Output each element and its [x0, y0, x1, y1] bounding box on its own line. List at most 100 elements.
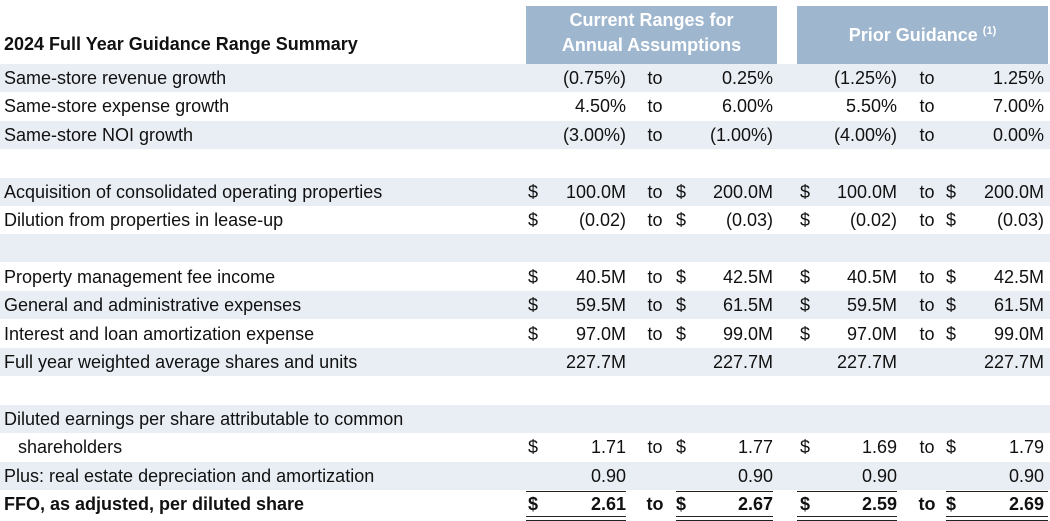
current-high-dollar: $ [676, 323, 687, 344]
prior-guidance-footnote: (1) [982, 25, 997, 37]
row-label: Diluted earnings per share attributable … [4, 408, 404, 429]
current-low-value: 2.61 [590, 494, 626, 514]
table-row: Property management fee income $40.5M to $4… [0, 263, 1050, 291]
prior-low-value: (4.00%) [833, 124, 897, 145]
table-row: Dilution from properties in lease-up $ (0.… [0, 206, 1050, 234]
table-row: Same-store revenue growth (0.75%) to 0.25% (… [0, 64, 1050, 92]
total-double-rule [946, 516, 1048, 521]
table-row: General and administrative expenses $59.5… [0, 291, 1050, 320]
subtotal-rule [797, 491, 897, 492]
current-low-dollar: $ [528, 266, 539, 287]
prior-low-dollar: $ [800, 323, 811, 344]
row-label: Plus: real estate depreciation and amort… [4, 465, 375, 486]
row-label: Acquisition of consolidated operating pr… [4, 181, 383, 202]
prior-low-dollar: $ [800, 494, 811, 514]
current-to: to [647, 181, 663, 202]
prior-high-value: 0.90 [1008, 465, 1044, 486]
prior-low-value: 1.69 [861, 437, 897, 458]
current-to: to [647, 96, 663, 117]
prior-low-value: 0.90 [861, 465, 897, 486]
prior-low-value: 40.5M [846, 266, 897, 287]
current-high-value: 2.67 [737, 494, 773, 514]
row-label: Interest and loan amortization expense [4, 323, 315, 344]
current-high-value: 99.0M [722, 323, 773, 344]
table-row: Same-store NOI growth (3.00%) to (1.00%) (4.… [0, 120, 1050, 149]
prior-high-value: 99.0M [993, 323, 1044, 344]
prior-high-value: 42.5M [993, 266, 1044, 287]
current-low-dollar: $ [528, 323, 539, 344]
current-low-value: 97.0M [575, 323, 626, 344]
prior-low-dollar: $ [800, 266, 811, 287]
current-low-value: (3.00%) [562, 124, 626, 145]
row-label: General and administrative expenses [4, 295, 302, 316]
row-label: Full year weighted average shares and un… [4, 352, 358, 372]
page-title: 2024 Full Year Guidance Range Summary [4, 34, 358, 54]
prior-high-dollar: $ [946, 210, 957, 230]
subtotal-rule [526, 491, 626, 492]
row-label: Same-store expense growth [4, 96, 230, 117]
prior-to: to [919, 124, 935, 145]
current-low-dollar: $ [528, 437, 539, 458]
current-high-dollar: $ [676, 437, 687, 458]
current-to: to [647, 295, 663, 316]
prior-high-dollar: $ [946, 181, 957, 202]
row-label: Dilution from properties in lease-up [4, 210, 284, 230]
current-high-value: 227.7M [712, 352, 773, 372]
current-high-value: 6.00% [721, 96, 773, 117]
prior-guidance-label: Prior Guidance [848, 25, 978, 45]
table-row: Diluted earnings per share attributable … [0, 404, 1050, 433]
current-high-dollar: $ [676, 295, 687, 316]
prior-to: to [919, 323, 935, 344]
prior-low-dollar: $ [800, 295, 811, 316]
current-high-value: (1.00%) [709, 124, 773, 145]
row-label: Same-store NOI growth [4, 124, 194, 145]
prior-high-value: (0.03) [996, 210, 1044, 230]
current-to: to [646, 494, 664, 514]
current-low-value: 227.7M [565, 352, 626, 372]
subtotal-rule [676, 491, 773, 492]
current-high-dollar: $ [676, 181, 687, 202]
prior-high-value: 1.79 [1008, 437, 1044, 458]
table-row [0, 376, 1050, 404]
table-row: shareholders $1.71 to $1.77 $1.69 to $1.79 [0, 433, 1050, 461]
current-high-dollar: $ [676, 210, 687, 230]
current-to: to [647, 323, 663, 344]
prior-to: to [919, 210, 935, 230]
current-to: to [647, 68, 663, 88]
current-high-value: 1.77 [737, 437, 773, 458]
prior-low-value: 100.0M [836, 181, 897, 202]
table-row [0, 149, 1050, 177]
current-high-value: 42.5M [722, 266, 773, 287]
current-low-value: 59.5M [575, 295, 626, 316]
prior-high-dollar: $ [946, 266, 957, 287]
current-low-value: 4.50% [574, 96, 626, 117]
table-row: Interest and loan amortization expense $9… [0, 320, 1050, 348]
total-double-rule [797, 516, 897, 521]
current-low-value: (0.02) [578, 210, 626, 230]
row-label: Property management fee income [4, 266, 276, 287]
prior-to: to [918, 494, 936, 514]
current-ranges-header: Current Ranges for Annual Assumptions [526, 6, 777, 64]
prior-low-dollar: $ [800, 181, 811, 202]
prior-low-value: 97.0M [846, 323, 897, 344]
current-to: to [647, 437, 663, 458]
prior-low-value: 5.50% [845, 96, 897, 117]
prior-low-dollar: $ [800, 437, 811, 458]
prior-low-value: 2.59 [861, 494, 897, 514]
current-low-value: (0.75%) [562, 68, 626, 88]
prior-high-value: 227.7M [983, 352, 1044, 372]
prior-high-value: 200.0M [983, 181, 1044, 202]
current-ranges-header-line2: Annual Assumptions [561, 35, 742, 55]
row-label: FFO, as adjusted, per diluted share [4, 494, 305, 514]
prior-to: to [919, 295, 935, 316]
current-low-dollar: $ [528, 494, 539, 514]
table-row: Same-store expense growth 4.50% to 6.00% 5.5… [0, 92, 1050, 120]
current-low-value: 1.71 [590, 437, 626, 458]
current-ranges-header-line1: Current Ranges for [569, 10, 734, 30]
table-row [0, 234, 1050, 263]
current-high-value: 0.25% [721, 68, 773, 88]
prior-to: to [919, 266, 935, 287]
prior-low-value: (1.25%) [833, 68, 897, 88]
row-label: Same-store revenue growth [4, 68, 227, 88]
